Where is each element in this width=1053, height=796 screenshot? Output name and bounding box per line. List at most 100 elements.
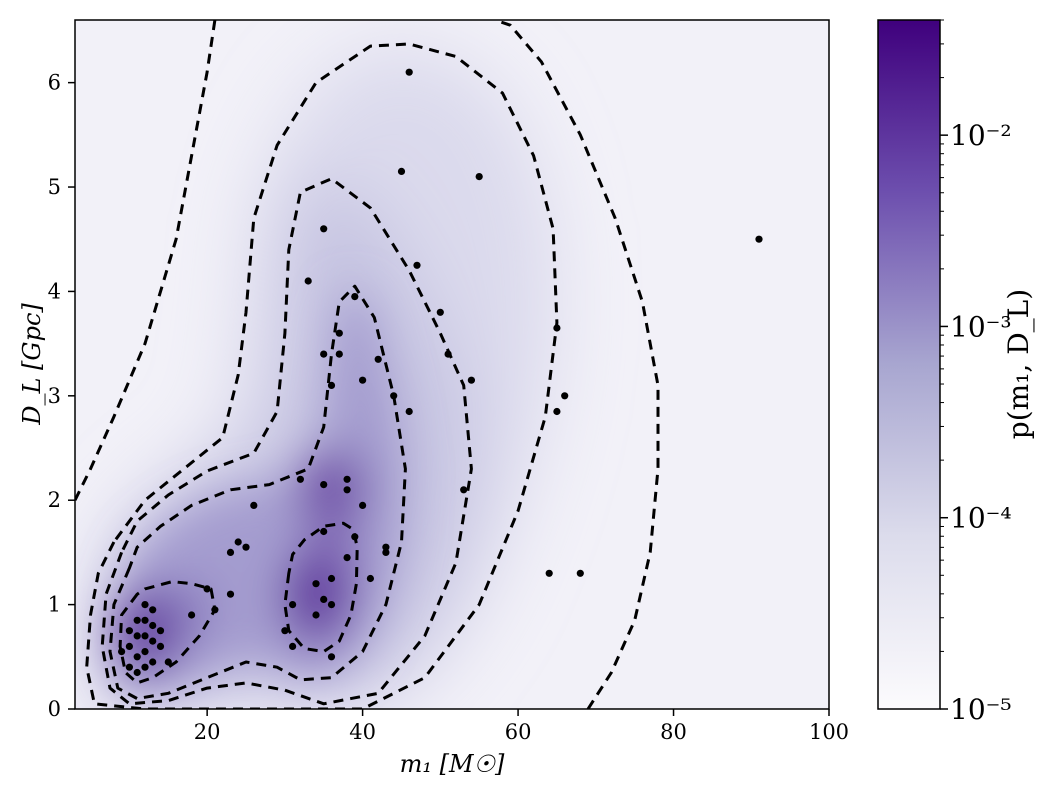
data-point — [133, 616, 141, 624]
y-tick-label: 2 — [48, 488, 61, 512]
data-point — [133, 668, 141, 677]
density-core — [110, 286, 406, 699]
data-point — [133, 653, 141, 661]
data-point — [467, 376, 475, 384]
data-point — [413, 261, 421, 269]
data-point — [149, 621, 157, 630]
data-point — [553, 407, 561, 416]
x-axis: 20 40 60 80 100 — [194, 709, 849, 744]
contour-line — [100, 177, 473, 706]
data-point — [156, 627, 165, 635]
data-point — [250, 501, 258, 509]
data-point — [351, 533, 359, 541]
data-point — [320, 481, 328, 489]
data-point — [359, 501, 367, 509]
data-point — [382, 548, 390, 557]
data-point — [343, 486, 351, 494]
colorbar: 10⁻⁵ 10⁻⁴ 10⁻³ 10⁻² p(m₁, D_L) — [877, 19, 1035, 726]
data-point — [545, 569, 553, 577]
data-point — [141, 601, 149, 609]
y-tick-label: 6 — [48, 71, 61, 95]
colorbar-tick-label: 10⁻⁵ — [950, 693, 1012, 726]
data-point — [335, 350, 343, 358]
y-axis-label: D_L [Gpc] — [18, 303, 46, 426]
data-point — [164, 658, 172, 666]
data-point — [125, 627, 133, 635]
data-point — [755, 235, 763, 243]
data-point — [397, 167, 406, 175]
data-point — [141, 648, 149, 656]
data-point — [327, 653, 336, 661]
data-point — [118, 648, 126, 656]
data-point — [304, 277, 312, 285]
data-point — [460, 486, 468, 494]
data-point — [390, 392, 398, 400]
contour-lines — [75, 20, 660, 709]
data-point — [374, 355, 382, 363]
data-point — [141, 663, 149, 671]
data-point — [405, 407, 413, 416]
x-tick-label: 40 — [349, 720, 376, 744]
data-point — [553, 324, 561, 332]
data-point — [444, 350, 452, 358]
x-axis-label: m₁ [M☉] — [400, 750, 505, 778]
data-point — [133, 632, 141, 640]
data-point — [343, 475, 351, 483]
y-axis: 0 1 2 3 4 5 6 — [48, 71, 75, 721]
data-point — [320, 595, 328, 604]
y-tick-label: 4 — [48, 279, 61, 303]
data-point — [576, 569, 584, 577]
data-point — [320, 527, 328, 536]
data-point — [289, 601, 297, 609]
data-point — [320, 225, 328, 233]
data-point — [359, 376, 367, 384]
data-point — [312, 611, 320, 619]
colorbar-tick-label: 10⁻² — [950, 119, 1012, 152]
x-tick-label: 20 — [194, 720, 221, 744]
density-heatmap — [86, 44, 557, 709]
data-point — [327, 381, 336, 389]
y-tick-label: 1 — [48, 593, 61, 617]
x-tick-label: 80 — [660, 720, 687, 744]
data-point — [281, 627, 289, 635]
data-point — [382, 543, 390, 551]
data-point — [320, 350, 328, 358]
colorbar-frame — [877, 19, 941, 710]
data-point — [211, 606, 219, 614]
colorbar-tick-label: 10⁻⁴ — [950, 502, 1012, 535]
data-point — [289, 642, 297, 651]
density-peak — [110, 590, 179, 671]
colorbar-gradient — [878, 20, 940, 709]
data-point — [343, 554, 351, 562]
data-point — [405, 68, 413, 76]
contour-line — [85, 42, 559, 709]
data-point — [327, 574, 336, 583]
data-point — [234, 538, 242, 546]
x-tick-label: 60 — [505, 720, 532, 744]
data-point — [226, 548, 235, 557]
contour-line — [494, 20, 660, 709]
colorbar-ticks: 10⁻⁵ 10⁻⁴ 10⁻³ 10⁻² — [940, 19, 1012, 726]
data-point — [149, 606, 157, 614]
data-point — [125, 663, 133, 671]
data-point — [188, 611, 196, 619]
data-point — [149, 637, 157, 645]
density-peak — [281, 554, 350, 635]
data-point — [226, 590, 235, 598]
data-point — [327, 601, 336, 609]
data-point — [366, 574, 374, 583]
data-point — [149, 658, 157, 666]
y-tick-label: 3 — [48, 384, 61, 408]
plot-frame — [74, 19, 830, 710]
contour-line — [75, 20, 217, 501]
colorbar-tick-label: 10⁻³ — [950, 310, 1012, 343]
data-point — [335, 329, 343, 337]
density-peak — [297, 449, 366, 530]
colorbar-label: p(m₁, D_L) — [1002, 289, 1035, 439]
x-tick-label: 100 — [809, 720, 849, 744]
data-point — [351, 293, 359, 301]
data-point — [561, 392, 569, 400]
data-point — [312, 580, 320, 588]
scatter-points — [118, 68, 763, 677]
